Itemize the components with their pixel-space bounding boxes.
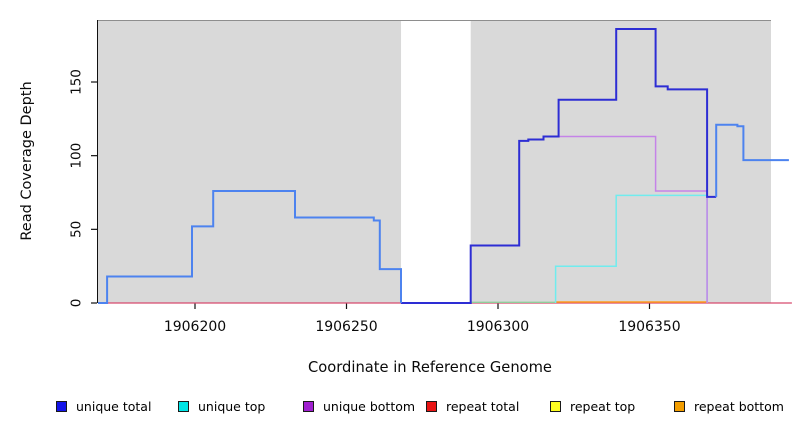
y-tick-label: 100 <box>69 143 85 169</box>
series-unique-total-left <box>98 190 402 304</box>
legend-item-repeat-total: repeat total <box>426 399 519 414</box>
legend-item-unique-total: unique total <box>56 399 151 414</box>
legend-item-repeat-top: repeat top <box>550 399 635 414</box>
legend-swatch <box>426 401 437 412</box>
legend-item-repeat-bottom: repeat bottom <box>674 399 784 414</box>
legend-label: unique total <box>76 399 152 414</box>
x-tick-label: 1906300 <box>467 319 529 335</box>
series-unique-total-right <box>401 28 717 304</box>
legend-swatch <box>674 401 685 412</box>
x-tick-label: 1906250 <box>315 319 377 335</box>
legend-swatch <box>178 401 189 412</box>
legend-label: repeat top <box>570 399 636 414</box>
x-tick-label: 1906350 <box>618 319 680 335</box>
legend-swatch <box>303 401 314 412</box>
coverage-gap-band <box>401 21 471 303</box>
legend-item-unique-top: unique top <box>178 399 265 414</box>
chart-legend: unique total unique top unique bottom repea… <box>0 396 792 422</box>
legend-label: unique top <box>198 399 266 414</box>
legend-swatch <box>56 401 67 412</box>
legend-label: repeat bottom <box>694 399 784 414</box>
legend-label: repeat total <box>446 399 520 414</box>
legend-swatch <box>550 401 561 412</box>
series-unique-bottom <box>558 135 708 303</box>
y-tick-label: 0 <box>69 299 85 308</box>
x-tick-label: 1906200 <box>164 319 226 335</box>
series-unique-total-far-right <box>715 123 789 197</box>
y-tick-label: 150 <box>69 69 85 95</box>
legend-label: unique bottom <box>323 399 416 414</box>
chart-plot-area: 0 50 100 150 1906200 1906250 1906300 1906350 Re… <box>19 20 792 376</box>
y-tick-label: 50 <box>69 221 85 238</box>
y-axis-title: Read Coverage Depth <box>19 81 35 240</box>
x-axis-title: Coordinate in Reference Genome <box>308 359 552 376</box>
legend-item-unique-bottom: unique bottom <box>303 399 415 414</box>
